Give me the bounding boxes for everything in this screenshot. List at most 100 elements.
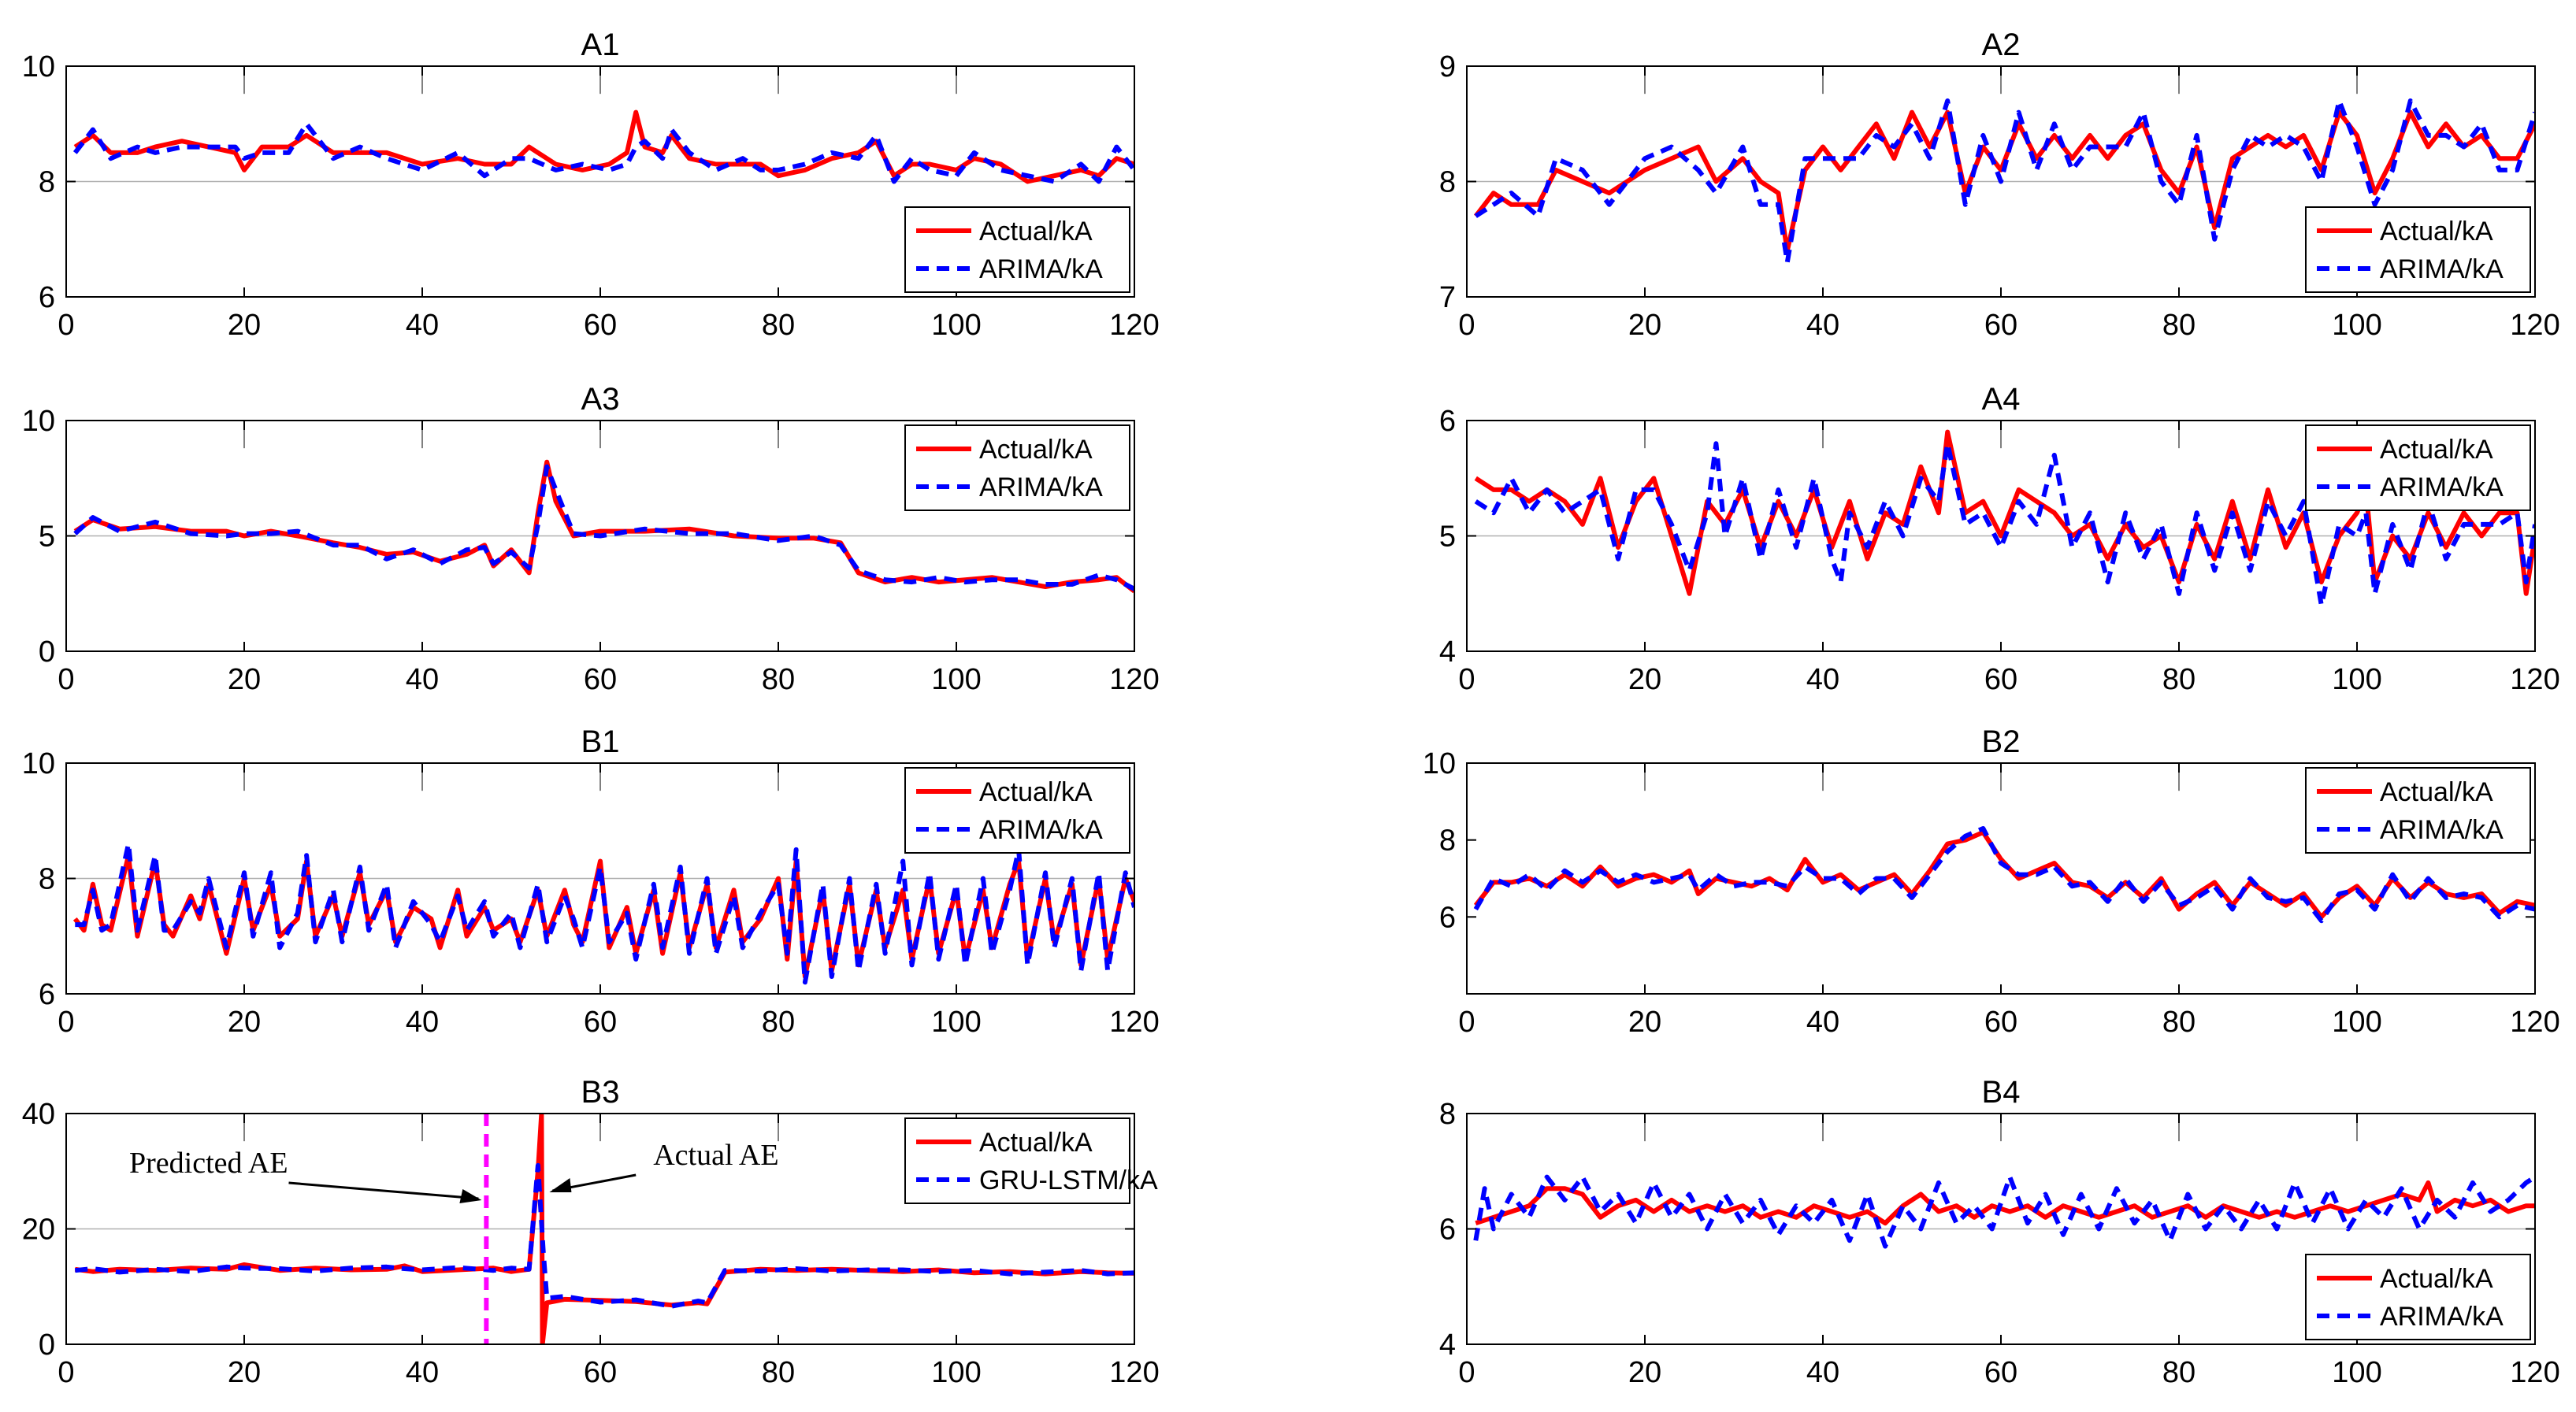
series-line-predicted: [1473, 1174, 2535, 1249]
x-tick-label: 80: [762, 1006, 795, 1039]
x-tick-label: 0: [1458, 663, 1475, 696]
x-tick-label: 20: [1628, 663, 1661, 696]
x-tick-label: 60: [584, 1006, 617, 1039]
legend-label-predicted: ARIMA/kA: [2380, 473, 2504, 502]
legend-label-actual: Actual/kA: [2380, 777, 2493, 807]
chart-title: B3: [581, 1075, 620, 1110]
annotation-actual-ae: Actual AE: [653, 1139, 778, 1172]
x-tick-label: 120: [2510, 1356, 2559, 1389]
x-tick-label: 120: [2510, 309, 2559, 342]
x-tick-label: 100: [2332, 663, 2381, 696]
x-tick-label: 80: [762, 1356, 795, 1389]
x-tick-label: 120: [2510, 1006, 2559, 1039]
series-line-predicted: [1474, 98, 2535, 265]
arrowhead-predicted-ae: [459, 1189, 482, 1203]
y-tick-label: 10: [22, 50, 55, 83]
y-tick-label: 4: [1439, 1329, 1456, 1362]
x-tick-label: 60: [584, 663, 617, 696]
arrowhead-actual-ae: [549, 1178, 572, 1192]
x-tick-label: 100: [2332, 1006, 2381, 1039]
legend-label-actual: Actual/kA: [979, 435, 1093, 465]
x-tick-label: 100: [2332, 309, 2381, 342]
x-tick-label: 120: [1109, 309, 1159, 342]
legend-box: [2305, 206, 2531, 293]
x-tick-label: 40: [406, 309, 439, 342]
x-tick-label: 40: [406, 1356, 439, 1389]
y-tick-label: 10: [22, 405, 55, 438]
x-tick-label: 0: [58, 1356, 74, 1389]
x-tick-label: 80: [2162, 1006, 2196, 1039]
chart-title: A4: [1982, 382, 2021, 417]
legend-label-predicted: ARIMA/kA: [979, 815, 1103, 845]
legend-box: [904, 424, 1130, 511]
legend-label-actual: Actual/kA: [2380, 1264, 2493, 1294]
legend-label-actual: Actual/kA: [2380, 435, 2493, 465]
y-tick-label: 8: [1439, 825, 1456, 858]
legend-box: [2305, 767, 2531, 854]
y-tick-label: 9: [1439, 50, 1456, 83]
y-tick-label: 6: [1439, 405, 1456, 438]
x-tick-label: 60: [1984, 309, 2017, 342]
x-tick-label: 40: [1806, 1356, 1839, 1389]
chart-title: A3: [581, 382, 620, 417]
y-tick-label: 8: [1439, 166, 1456, 199]
series-line-actual: [73, 109, 1134, 184]
legend-label-predicted: ARIMA/kA: [979, 473, 1103, 502]
x-tick-label: 0: [58, 663, 74, 696]
x-tick-label: 80: [762, 663, 795, 696]
x-tick-label: 60: [1984, 663, 2017, 696]
x-tick-label: 100: [2332, 1356, 2381, 1389]
legend: Actual/kA ARIMA/kA: [904, 767, 1130, 854]
x-tick-label: 0: [58, 1006, 74, 1039]
x-tick-label: 20: [228, 663, 261, 696]
x-tick-label: 60: [1984, 1356, 2017, 1389]
y-tick-label: 6: [39, 281, 55, 314]
series-line-predicted: [75, 1162, 1134, 1309]
legend-label-predicted: GRU-LSTM/kA: [979, 1166, 1158, 1195]
chart-b3: Predicted AE Actual AE 0 20 40 60 80 100 120 0 20 4…: [22, 1075, 1160, 1389]
x-tick-label: 20: [228, 1006, 261, 1039]
chart-b4: 0 20 40 60 80 100 120 4 6 8 B4 Actual/kA ARIMA/kA: [1439, 1075, 2560, 1389]
chart-title: B4: [1982, 1075, 2021, 1110]
chart-title: B1: [581, 725, 620, 759]
y-tick-label: 8: [1439, 1098, 1456, 1131]
legend: Actual/kA ARIMA/kA: [2305, 206, 2531, 293]
legend: Actual/kA ARIMA/kA: [2305, 1254, 2531, 1340]
legend: Actual/kA ARIMA/kA: [2305, 767, 2531, 854]
y-tick-label: 6: [39, 978, 55, 1011]
x-tick-label: 80: [2162, 1356, 2196, 1389]
x-tick-label: 40: [406, 663, 439, 696]
legend-label-predicted: ARIMA/kA: [979, 254, 1103, 284]
chart-title: A2: [1982, 28, 2021, 62]
chart-title: B2: [1982, 725, 2021, 759]
series-line-predicted: [75, 841, 1134, 985]
legend-label-actual: Actual/kA: [979, 777, 1093, 807]
x-tick-label: 60: [1984, 1006, 2017, 1039]
x-tick-label: 20: [228, 1356, 261, 1389]
series-line-actual: [1473, 829, 2535, 920]
x-tick-label: 40: [406, 1006, 439, 1039]
y-tick-label: 10: [1423, 747, 1456, 780]
y-tick-label: 8: [39, 863, 55, 896]
chart-a1: 0 20 40 60 80 100 120 6 8 10 A1 Actual/kA ARIMA/kA: [22, 28, 1160, 342]
legend-label-predicted: ARIMA/kA: [2380, 254, 2504, 284]
y-tick-label: 4: [1439, 636, 1456, 669]
x-tick-label: 60: [584, 309, 617, 342]
series-line-predicted: [1473, 826, 2535, 924]
x-tick-label: 40: [1806, 663, 1839, 696]
chart-b2: 0 20 40 60 80 100 120 6 8 10 B2 Actual/kA ARIMA/kA: [1423, 725, 2560, 1039]
x-tick-label: 40: [1806, 309, 1839, 342]
x-tick-label: 0: [1458, 1356, 1475, 1389]
chart-a2: 0 20 40 60 80 100 120 7 8 9 A2 Actual/kA ARIMA/kA: [1439, 28, 2560, 342]
x-tick-label: 20: [1628, 1356, 1661, 1389]
series-line-predicted: [73, 464, 1134, 591]
x-tick-label: 100: [931, 1356, 981, 1389]
chart-title: A1: [581, 28, 620, 62]
chart-a4: 0 20 40 60 80 100 120 4 5 6 A4 Actual/kA ARIMA/kA: [1439, 382, 2560, 696]
arrow-predicted-ae: [288, 1181, 479, 1200]
x-tick-label: 120: [1109, 1006, 1159, 1039]
x-tick-label: 100: [931, 309, 981, 342]
legend: Actual/kA GRU-LSTM/kA: [904, 1117, 1158, 1204]
